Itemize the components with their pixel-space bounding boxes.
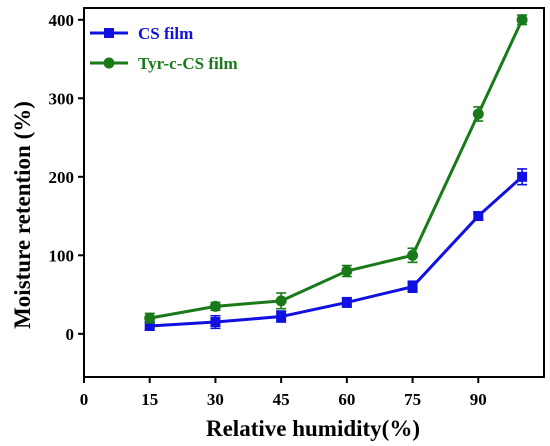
x-tick-label: 0 bbox=[80, 390, 89, 409]
ticks: 0 15 30 45 60 75 90 0 100 200 300 400 bbox=[49, 11, 487, 409]
legend-marker bbox=[104, 28, 114, 38]
data-point bbox=[516, 14, 528, 26]
x-axis-title: Relative humidity(%) bbox=[206, 416, 420, 441]
legend: CS film Tyr-c-CS film bbox=[90, 24, 238, 73]
series-1 bbox=[144, 168, 528, 331]
data-point bbox=[407, 281, 418, 292]
data-point bbox=[209, 300, 221, 312]
legend-label: Tyr-c-CS film bbox=[138, 54, 238, 73]
y-tick-label: 100 bbox=[49, 246, 75, 265]
data-point bbox=[210, 317, 221, 328]
x-tick-label: 15 bbox=[141, 390, 158, 409]
y-axis-title: Moisture retention (%) bbox=[10, 101, 35, 329]
plot-frame bbox=[83, 7, 545, 378]
axes bbox=[83, 7, 545, 378]
series-2 bbox=[144, 14, 528, 324]
x-tick-label: 45 bbox=[273, 390, 290, 409]
legend-label: CS film bbox=[138, 24, 193, 43]
x-tick-label: 60 bbox=[338, 390, 355, 409]
data-point bbox=[144, 320, 155, 331]
series-layer bbox=[144, 14, 528, 331]
series-line bbox=[149, 175, 524, 328]
y-tick-label: 400 bbox=[49, 11, 75, 30]
data-point bbox=[275, 295, 287, 307]
data-point bbox=[276, 311, 287, 322]
x-tick-label: 90 bbox=[470, 390, 487, 409]
data-point bbox=[341, 265, 353, 277]
data-point bbox=[472, 108, 484, 120]
y-tick-label: 200 bbox=[49, 168, 75, 187]
data-point bbox=[517, 171, 528, 182]
x-tick-label: 75 bbox=[404, 390, 421, 409]
data-point bbox=[144, 312, 156, 324]
data-point bbox=[341, 297, 352, 308]
y-tick-label: 300 bbox=[49, 89, 75, 108]
data-point bbox=[473, 211, 484, 222]
legend-marker bbox=[103, 57, 115, 69]
data-point bbox=[407, 249, 419, 261]
x-tick-label: 30 bbox=[207, 390, 224, 409]
y-tick-label: 0 bbox=[66, 325, 75, 344]
